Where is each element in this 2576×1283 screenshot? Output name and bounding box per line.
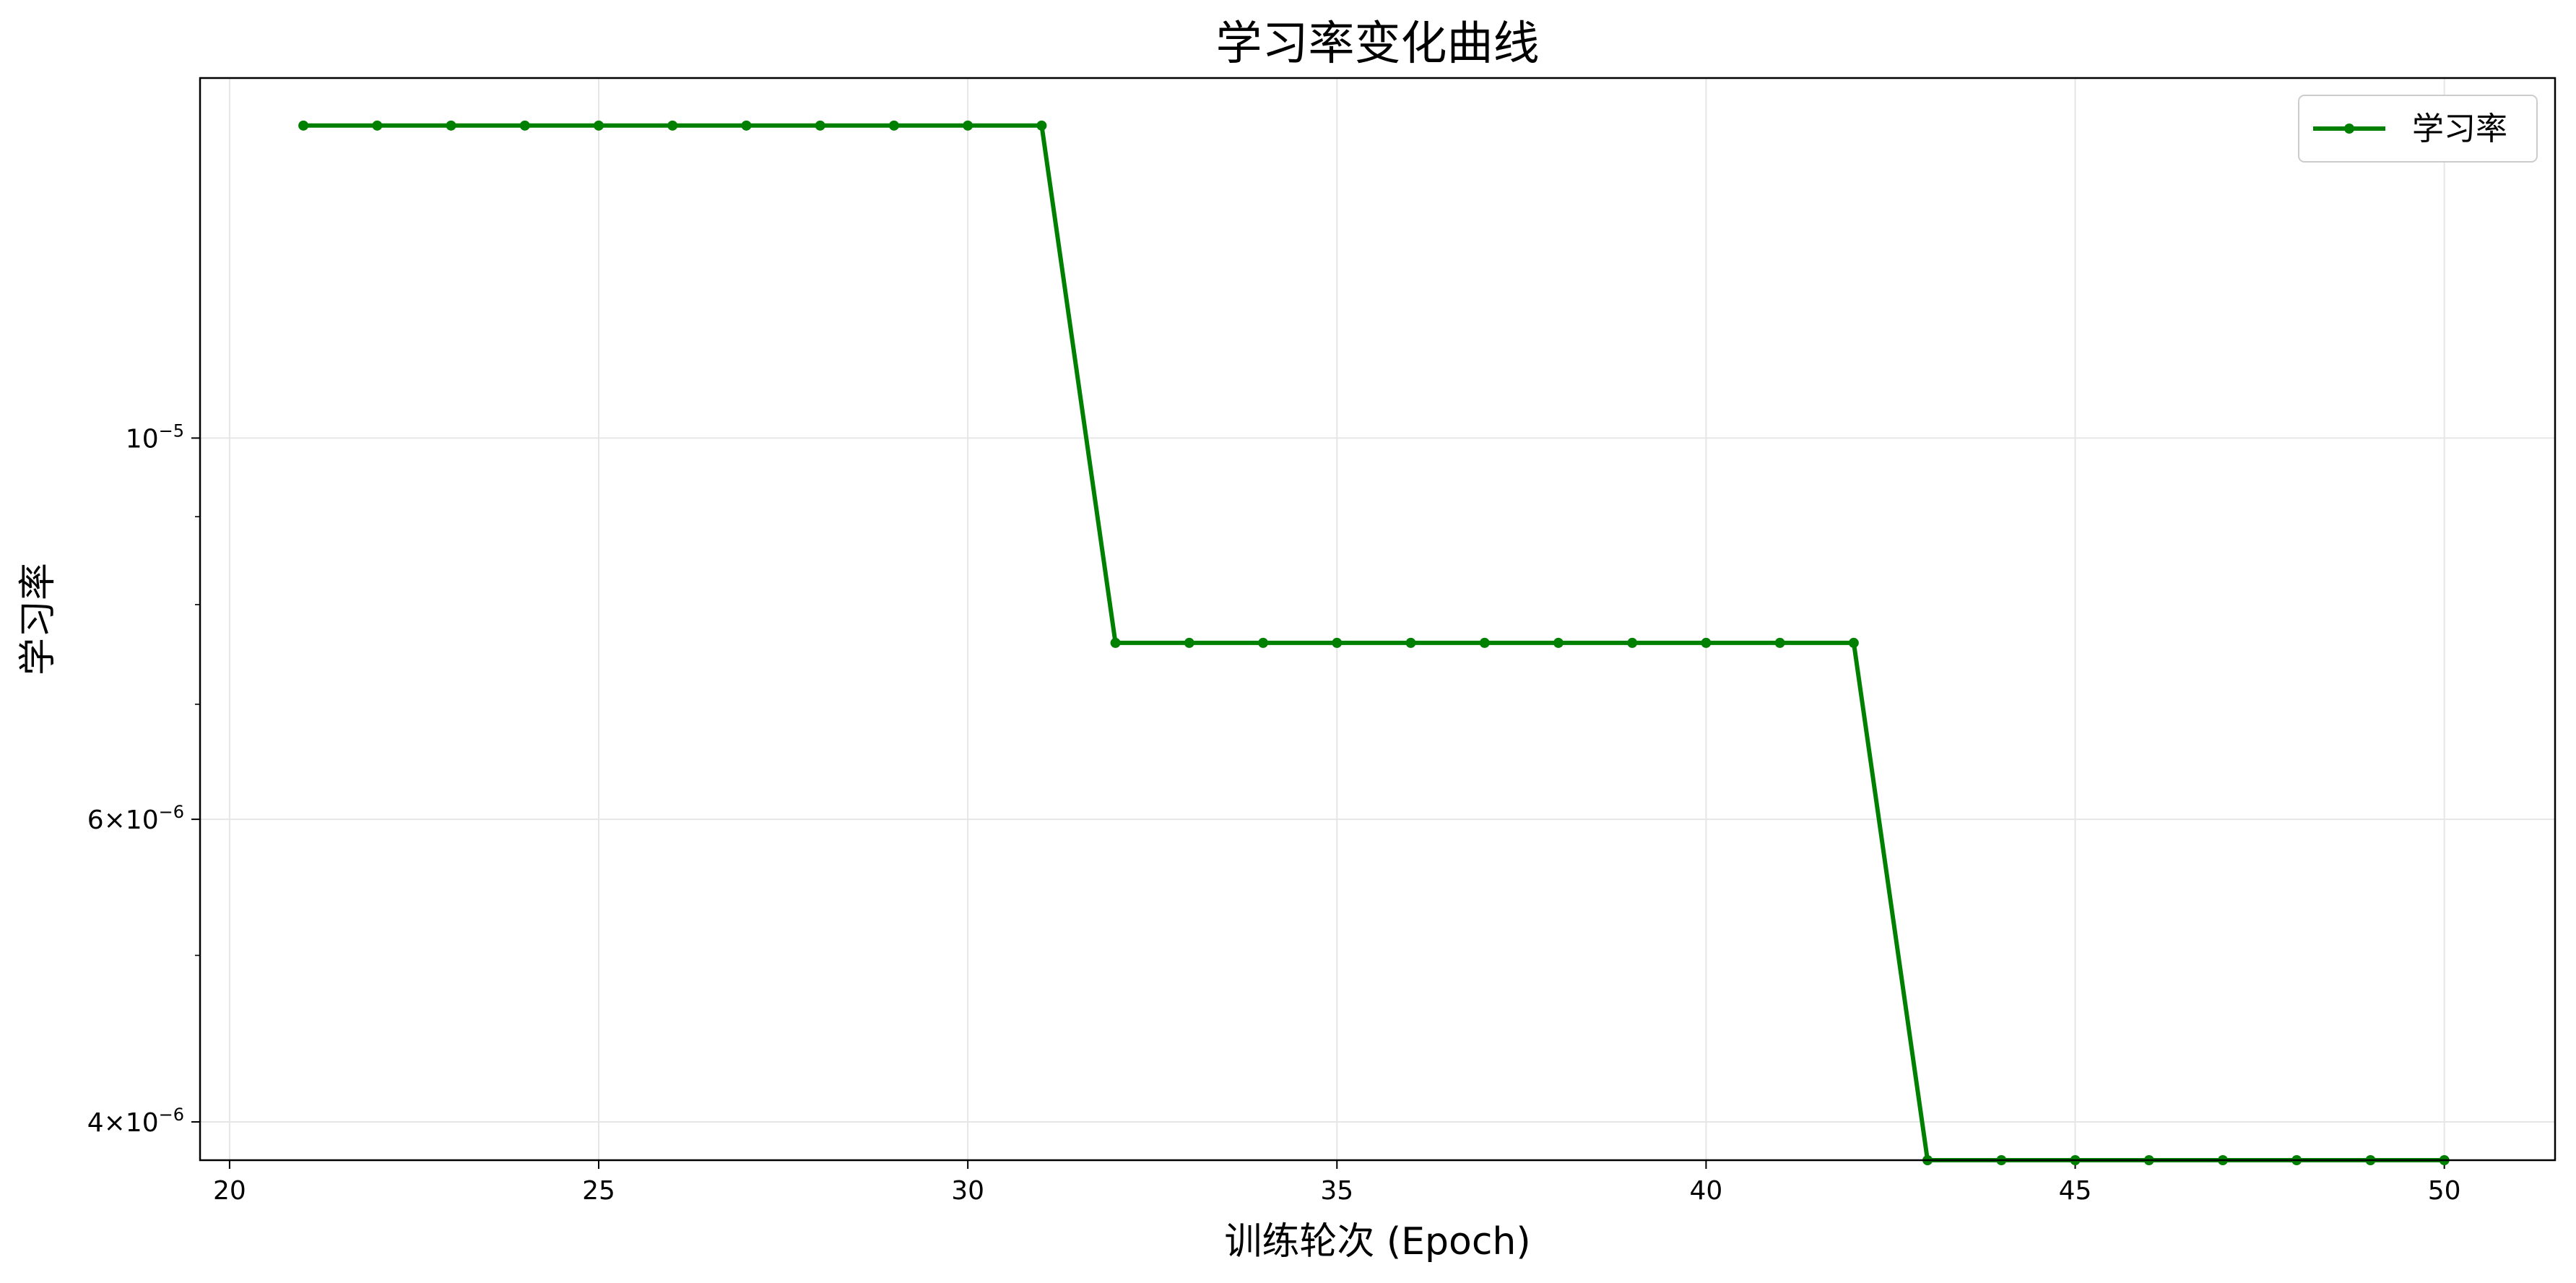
x-tick-label: 35	[1320, 1176, 1353, 1206]
x-tick-label: 25	[582, 1176, 615, 1206]
x-tick-label: 45	[2059, 1176, 2092, 1206]
y-axis-label: 学习率	[17, 563, 60, 675]
chart-title: 学习率变化曲线	[1216, 17, 1540, 71]
data-point	[298, 120, 309, 131]
data-point	[1627, 637, 1638, 648]
data-point	[1036, 120, 1047, 131]
data-point	[741, 120, 752, 131]
data-point	[1110, 637, 1121, 648]
y-tick-label: 4×10−6	[87, 1105, 184, 1138]
data-point	[1553, 637, 1564, 648]
data-point	[1701, 637, 1712, 648]
legend-label: 学习率	[2412, 111, 2507, 147]
legend: 学习率	[2298, 95, 2538, 163]
data-point	[963, 120, 973, 131]
y-tick-label: 6×10−6	[87, 802, 184, 835]
y-tick-label: 10−5	[126, 420, 184, 454]
x-tick-label: 30	[951, 1176, 984, 1206]
x-tick-label: 50	[2428, 1176, 2461, 1206]
data-point	[594, 120, 604, 131]
data-point	[1332, 637, 1343, 648]
data-point	[1479, 637, 1490, 648]
x-tick-label: 20	[213, 1176, 246, 1206]
data-point	[1184, 637, 1194, 648]
data-point	[667, 120, 678, 131]
data-point	[1405, 637, 1416, 648]
data-point	[519, 120, 530, 131]
data-point	[888, 120, 899, 131]
data-point	[446, 120, 456, 131]
data-point	[1774, 637, 1785, 648]
legend-box	[2298, 95, 2538, 163]
data-point	[372, 120, 383, 131]
data-point	[815, 120, 825, 131]
data-point	[1258, 637, 1269, 648]
x-tick-label: 40	[1689, 1176, 1722, 1206]
plot-frame	[199, 77, 2557, 1162]
ticks: 20 25 30 35 40 45 50 10−5 6×10−6 4×10−6	[87, 420, 2461, 1206]
legend-marker-swatch	[2344, 124, 2354, 134]
grid	[200, 78, 2555, 1160]
data-point	[1848, 637, 1859, 648]
x-axis-label: 训练轮次 (Epoch)	[1224, 1220, 1530, 1263]
